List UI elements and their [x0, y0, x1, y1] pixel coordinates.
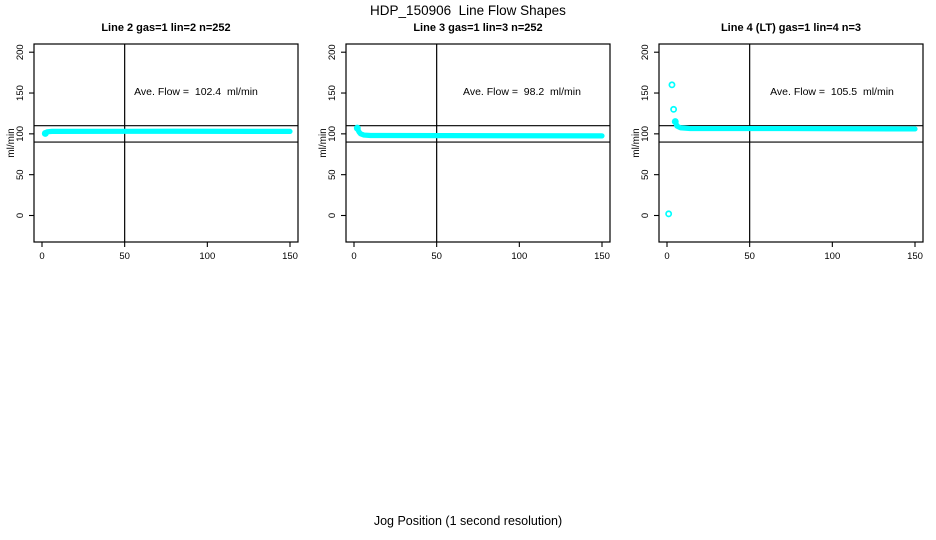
x-tick-label: 50	[744, 251, 755, 262]
y-tick-label: 150	[327, 85, 338, 101]
y-tick-label: 150	[640, 85, 651, 101]
x-tick-label: 0	[39, 251, 44, 262]
ave-flow-annotation: Ave. Flow = 105.5 ml/min	[770, 86, 894, 98]
y-tick-label: 0	[327, 213, 338, 218]
y-axis-label: ml/min	[6, 128, 17, 157]
x-tick-label: 100	[824, 251, 840, 262]
x-tick-label: 0	[351, 251, 356, 262]
data-point	[670, 105, 678, 113]
y-tick-label: 50	[640, 169, 651, 180]
y-tick-label: 200	[640, 44, 651, 60]
x-tick-label: 50	[119, 251, 130, 262]
plot-box	[658, 43, 924, 243]
y-tick-label: 150	[15, 85, 26, 101]
y-axis-label: ml/min	[631, 128, 642, 157]
y-tick-label: 200	[327, 44, 338, 60]
subplot-axes: 0 50 100 150 200 0 50 100 150 ml/min	[318, 43, 611, 262]
x-tick-label: 150	[594, 251, 610, 262]
y-tick-label: 0	[15, 213, 26, 218]
x-tick-label: 150	[907, 251, 923, 262]
subplot-axes: 0 50 100 150 200 0 50 100 150 ml/min	[631, 43, 924, 262]
figure-title: HDP_150906 Line Flow Shapes	[370, 3, 566, 18]
subplot-title: Line 4 (LT) gas=1 lin=4 n=3	[720, 22, 862, 34]
figure-x-axis-label: Jog Position (1 second resolution)	[373, 514, 563, 528]
y-tick-label: 100	[640, 126, 651, 142]
subplot-2: Line 3 gas=1 lin=3 n=252 0 50 100 150 200 0 50 1…	[312, 20, 624, 272]
subplot-title: Line 3 gas=1 lin=3 n=252	[413, 22, 543, 34]
subplot-axes: 0 50 100 150 200 0 50 100 150 ml/min	[6, 43, 299, 262]
y-tick-label: 200	[15, 44, 26, 60]
y-tick-label: 100	[327, 126, 338, 142]
y-axis-label: ml/min	[318, 128, 329, 157]
ave-flow-annotation: Ave. Flow = 102.4 ml/min	[134, 86, 258, 98]
data-point-band	[672, 119, 918, 132]
x-tick-label: 150	[282, 251, 298, 262]
subplot-3: Line 4 (LT) gas=1 lin=4 n=3 0 50 100 150 200 0…	[625, 20, 936, 272]
data-point-band	[42, 128, 293, 137]
plot-box	[345, 43, 611, 243]
x-tick-label: 50	[431, 251, 442, 262]
y-tick-label: 50	[327, 169, 338, 180]
data-point	[671, 118, 679, 126]
y-tick-label: 50	[15, 169, 26, 180]
x-tick-label: 100	[199, 251, 215, 262]
y-tick-label: 100	[15, 126, 26, 142]
y-tick-label: 0	[640, 213, 651, 218]
x-tick-label: 100	[511, 251, 527, 262]
data-point-band	[354, 125, 605, 139]
data-point	[41, 129, 49, 137]
data-point	[668, 81, 676, 89]
plot-box	[33, 43, 299, 243]
data-point	[353, 124, 361, 132]
subplot-title: Line 2 gas=1 lin=2 n=252	[101, 22, 231, 34]
data-point	[665, 210, 673, 218]
x-tick-label: 0	[664, 251, 669, 262]
subplot-1: Line 2 gas=1 lin=2 n=252 0 50 100 150 200 0 50 1…	[0, 20, 312, 272]
ave-flow-annotation: Ave. Flow = 98.2 ml/min	[463, 86, 581, 98]
